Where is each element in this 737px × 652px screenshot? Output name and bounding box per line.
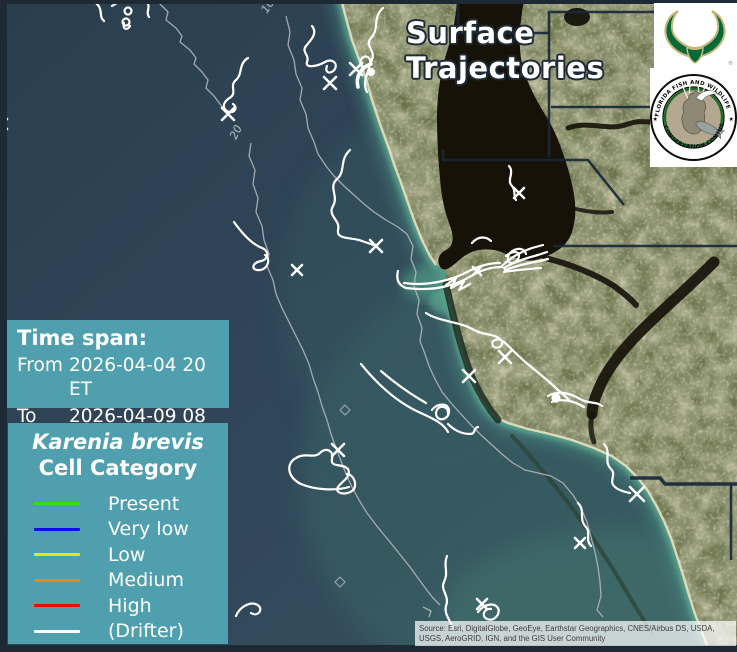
legend-color-line bbox=[34, 527, 80, 531]
legend-item-medium: Medium bbox=[8, 568, 228, 594]
legend-item-very-low: Very low bbox=[8, 517, 228, 543]
timespan-heading: Time span: bbox=[17, 326, 148, 350]
fwc-seal-icon: FLORIDA FISH AND WILDLIFE CONSERVATION C… bbox=[648, 64, 737, 161]
legend-item-present: Present bbox=[8, 491, 228, 517]
legend-color-line bbox=[34, 604, 80, 608]
bathymetry-contours bbox=[157, 0, 604, 618]
rivers bbox=[442, 117, 720, 636]
registered-mark: ® bbox=[728, 60, 733, 67]
legend-title-species: Karenia brevis bbox=[32, 430, 204, 454]
timespan-to-label: To bbox=[17, 406, 37, 427]
legend-items: Present Very low Low Medium High (Drifter) bbox=[8, 491, 228, 644]
legend-item-low: Low bbox=[8, 542, 228, 568]
timespan-from-label: From bbox=[17, 355, 63, 376]
title-line-2: Trajectories bbox=[406, 51, 605, 85]
legend-color-line bbox=[34, 629, 80, 633]
timespan-from-value: 2026-04-04 20 ET bbox=[69, 355, 206, 400]
timespan-panel: Time span: From 2026-04-04 20 ET To 2026… bbox=[7, 320, 229, 451]
title-line-1: Surface bbox=[406, 16, 535, 50]
fwc-star-right: ★ bbox=[729, 116, 735, 123]
usf-bull-icon: ® bbox=[664, 10, 733, 67]
legend-item-label: Low bbox=[108, 543, 146, 566]
legend-title-rest: Cell Category bbox=[38, 456, 198, 480]
legend-color-line bbox=[34, 578, 80, 582]
legend-item-label: Medium bbox=[108, 569, 184, 592]
fwc-logo: FLORIDA FISH AND WILDLIFE CONSERVATION C… bbox=[648, 64, 737, 167]
fwc-star-left: ★ bbox=[653, 116, 659, 123]
legend-item-label: Present bbox=[108, 492, 180, 515]
legend-color-line bbox=[34, 502, 80, 506]
legend-panel: Karenia brevis Cell Category Present Very… bbox=[8, 423, 228, 644]
legend-item-drifter: (Drifter) bbox=[8, 619, 228, 645]
map-attribution: Source: Esri, DigitalGlobe, GeoEye, Eart… bbox=[415, 621, 736, 646]
legend-color-line bbox=[34, 553, 80, 557]
county-boundaries bbox=[441, 0, 737, 560]
usf-logo: ® bbox=[654, 3, 737, 68]
legend-item-label: Very low bbox=[108, 518, 189, 541]
legend-item-label: (Drifter) bbox=[108, 620, 184, 643]
legend-item-high: High bbox=[8, 593, 228, 619]
trajectory-lines bbox=[0, 0, 632, 630]
timespan-from-row: From 2026-04-04 20 ET bbox=[17, 354, 229, 402]
attribution-line-1: Source: Esri, DigitalGlobe, GeoEye, Eart… bbox=[419, 624, 715, 633]
page-title: Surface Trajectories bbox=[406, 16, 604, 86]
attribution-line-2: USGS, AeroGRID, IGN, and the GIS User Co… bbox=[419, 633, 606, 643]
legend-item-label: High bbox=[108, 594, 152, 617]
